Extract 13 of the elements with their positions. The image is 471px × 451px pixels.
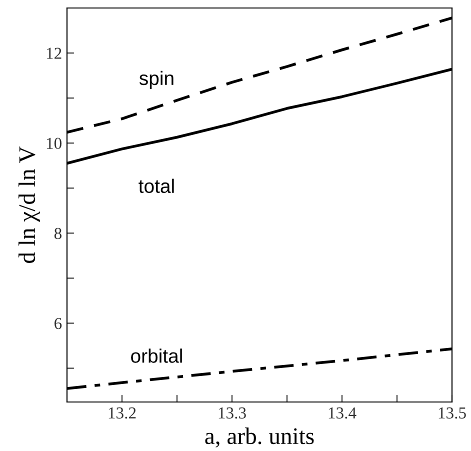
x-tick-label: 13.2 [108, 407, 136, 419]
y-tick-label: 10 [46, 138, 62, 150]
series-label: total [138, 178, 174, 194]
series-label: orbital [131, 348, 182, 363]
y-tick-label: 12 [46, 48, 62, 59]
y-tick-label: 8 [54, 228, 62, 240]
series-label: spin [139, 70, 174, 89]
y-axis-title: d ln χ/d ln V [18, 146, 40, 263]
x-axis-title: a, arb. units [205, 428, 314, 448]
x-tick-label: 13.5 [438, 407, 466, 419]
x-tick-label: 13.3 [218, 407, 246, 419]
y-tick-label: 6 [54, 318, 62, 330]
x-tick-label: 13.4 [328, 407, 356, 419]
